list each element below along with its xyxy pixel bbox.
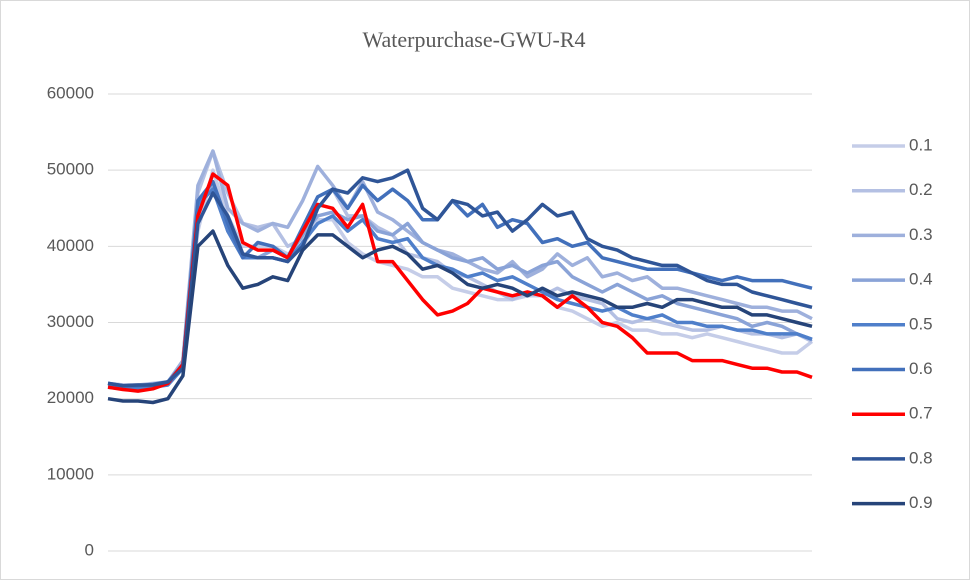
series-line: [107, 187, 813, 391]
legend-label: 0.9: [909, 493, 933, 512]
y-tick-label: 50000: [47, 160, 94, 179]
legend-label: 0.1: [909, 135, 933, 154]
y-tick-label: 0: [85, 540, 94, 559]
y-tick-label: 30000: [47, 312, 94, 331]
y-tick-label: 60000: [47, 83, 94, 102]
legend-label: 0.3: [909, 225, 933, 244]
legend-label: 0.2: [909, 180, 933, 199]
series-line: [107, 168, 814, 387]
y-tick-label: 10000: [47, 464, 94, 483]
legend-label: 0.8: [909, 448, 933, 467]
legend-label: 0.7: [909, 404, 933, 423]
legend-label: 0.6: [909, 359, 933, 378]
series-line: [107, 168, 813, 388]
series-line: [107, 172, 813, 393]
legend-label: 0.5: [909, 314, 933, 333]
legend-label: 0.4: [909, 270, 933, 289]
y-tick-label: 20000: [47, 388, 94, 407]
series-line: [107, 229, 813, 405]
chart-title: Waterpurchase-GWU-R4: [362, 27, 585, 52]
y-tick-label: 40000: [47, 236, 94, 255]
series-line: [107, 149, 813, 388]
